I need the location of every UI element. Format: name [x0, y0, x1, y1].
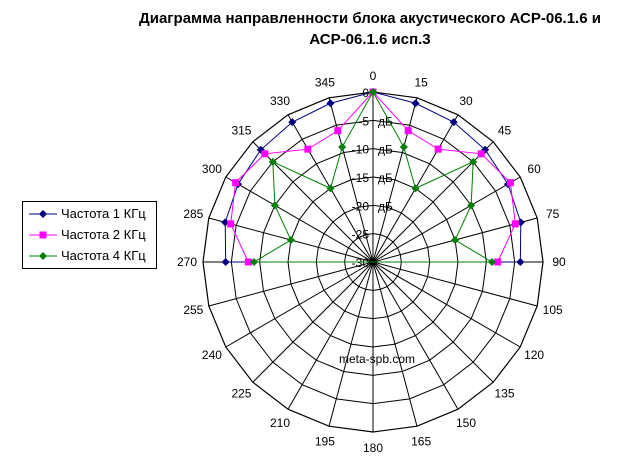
- spoke-195: [328, 261, 374, 427]
- legend-item-2khz: Частота 2 КГц: [29, 225, 157, 245]
- spoke-105: [372, 261, 538, 307]
- angle-label-165: 165: [411, 435, 431, 449]
- legend-item-1khz: Частота 1 КГц: [29, 204, 157, 224]
- radial-tick-label-5: -25: [352, 228, 370, 242]
- series-1-point-345: [334, 127, 342, 135]
- series-1-point-15: [404, 127, 412, 135]
- series-2-point-45: [469, 157, 478, 166]
- spoke-150: [372, 261, 459, 410]
- unit-label-0: дБ: [378, 114, 393, 128]
- angle-label-285: 285: [183, 207, 203, 221]
- series-2-point-0: [369, 88, 377, 96]
- angle-label-210: 210: [270, 416, 290, 430]
- unit-label-2: дБ: [378, 171, 393, 185]
- series-1-point-315: [261, 150, 269, 158]
- angle-label-180: 180: [363, 441, 383, 455]
- angle-label-15: 15: [414, 75, 428, 89]
- series-1-point-90: [494, 258, 502, 266]
- series-1-point-30: [434, 145, 442, 153]
- series-2-point-330: [326, 184, 335, 193]
- series-2-point-345: [338, 143, 347, 152]
- series-line-2: [252, 90, 494, 263]
- spoke-60: [372, 176, 521, 263]
- unit-label-3: дБ: [378, 199, 393, 213]
- angle-label-300: 300: [202, 162, 222, 176]
- series-1-point-45: [477, 150, 485, 158]
- radial-tick-label-6: -30: [352, 256, 370, 270]
- series-0-point-30: [449, 118, 458, 127]
- angle-label-30: 30: [459, 94, 473, 108]
- series-1-point-75: [511, 220, 519, 228]
- series-2-point-30: [411, 184, 420, 193]
- legend-marker-2khz: [29, 231, 57, 239]
- legend-label-1khz: Частота 1 КГц: [61, 206, 146, 221]
- legend-marker-1khz: [29, 210, 57, 218]
- radial-tick-label-3: -15: [352, 171, 370, 185]
- spoke-165: [372, 261, 418, 427]
- series-0-point-90: [516, 258, 525, 266]
- spoke-210: [287, 261, 374, 410]
- chart-title-line-1: Диаграмма направленности блока акустичес…: [139, 10, 601, 27]
- legend-item-4khz: Частота 4 КГц: [29, 246, 157, 266]
- series-0-point-345: [326, 99, 335, 108]
- angle-label-240: 240: [202, 348, 222, 362]
- angle-label-105: 105: [543, 303, 563, 317]
- series-2-point-75: [451, 236, 460, 245]
- angle-label-225: 225: [231, 387, 251, 401]
- spoke-225: [252, 261, 374, 383]
- angle-label-330: 330: [270, 94, 290, 108]
- angle-label-90: 90: [552, 255, 566, 269]
- unit-label-1: дБ: [378, 143, 393, 157]
- angle-label-45: 45: [498, 123, 512, 137]
- angle-label-75: 75: [546, 207, 560, 221]
- series-2-point-285: [286, 236, 295, 245]
- legend-label-2khz: Частота 2 КГц: [61, 227, 146, 242]
- series-1-point-60: [506, 179, 514, 187]
- spoke-255: [208, 261, 374, 307]
- angle-label-120: 120: [524, 348, 544, 362]
- series-1-point-300: [232, 179, 240, 187]
- series-0-point-15: [411, 99, 420, 108]
- watermark: meta-spb.com: [339, 352, 416, 366]
- radial-tick-label-0: 0: [362, 86, 369, 100]
- angle-label-270: 270: [177, 255, 197, 269]
- angle-label-0: 0: [370, 69, 377, 83]
- series-1-point-330: [304, 145, 312, 153]
- spoke-135: [372, 261, 494, 383]
- series-2-point-15: [399, 143, 408, 152]
- series-0-point-330: [288, 118, 297, 127]
- series-2-point-270: [250, 258, 258, 266]
- angle-label-345: 345: [315, 75, 335, 89]
- series-2-point-315: [268, 157, 277, 166]
- series-1-point-285: [227, 220, 235, 228]
- angle-label-150: 150: [456, 416, 476, 430]
- chart-title-line-2: АСР-06.1.6 исп.3: [309, 31, 431, 48]
- angle-label-135: 135: [495, 387, 515, 401]
- series-1-point-270: [244, 258, 252, 266]
- series-2-point-300: [270, 201, 279, 210]
- legend: Частота 1 КГц Частота 2 КГц Частота 4 КГ…: [22, 201, 157, 269]
- angle-label-60: 60: [527, 162, 541, 176]
- series-2-point-60: [467, 201, 476, 210]
- angle-label-195: 195: [315, 435, 335, 449]
- radial-tick-label-4: -20: [352, 199, 370, 213]
- spoke-300: [225, 176, 374, 263]
- spoke-345: [328, 97, 374, 263]
- angle-label-255: 255: [183, 303, 203, 317]
- radial-tick-label-2: -10: [352, 143, 370, 157]
- legend-marker-4khz: [29, 252, 57, 260]
- spoke-120: [372, 261, 521, 348]
- angle-label-315: 315: [231, 123, 251, 137]
- series-2-point-90: [488, 258, 496, 266]
- legend-label-4khz: Частота 4 КГц: [61, 248, 146, 263]
- chart-title: Диаграмма направленности блока акустичес…: [100, 8, 617, 50]
- series-0-point-270: [221, 258, 230, 266]
- spoke-240: [225, 261, 374, 348]
- spoke-15: [372, 97, 418, 263]
- radial-tick-label-1: -5: [358, 114, 369, 128]
